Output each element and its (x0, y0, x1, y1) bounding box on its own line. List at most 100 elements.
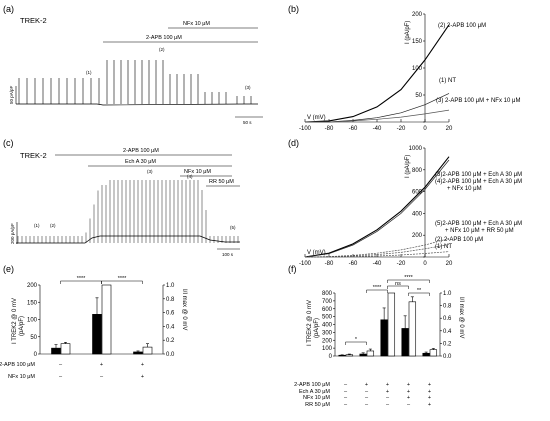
panel-d-series-line (304, 156, 450, 258)
panel-b-xtick-label: -60 (349, 126, 358, 132)
panel-e-ytick-left-label: 0 (34, 352, 38, 358)
panel-e-bar (92, 314, 102, 355)
panel-f-error-bar (410, 296, 414, 302)
panel-f-condition-sign: + (386, 389, 389, 395)
panel-d-chart: -100 -80 -60 -40 -20 0 20 200 400 600 800 1000 V (mV… (299, 146, 522, 267)
panel-f-condition-row-label: RR 50 μM (305, 402, 330, 408)
panel-f-ytick-left-label: 500 (322, 315, 333, 321)
panel-d-series-line (304, 251, 450, 258)
panel-f-significance-label: ns (395, 281, 401, 287)
panel-d-ytick-label: 600 (412, 190, 423, 196)
panel-f-significance-bracket (387, 285, 409, 289)
panel-e-condition-row-label: 2-APB 100 μM (0, 362, 35, 368)
panel-f-condition-sign: + (386, 382, 389, 388)
panel-label-c: (c) (3, 138, 14, 148)
panel-d-xtick-label: 0 (423, 261, 427, 267)
panel-f-condition-row-label: NFx 10 μM (303, 395, 330, 401)
panel-f-ytick-right-label: 0.8 (443, 304, 452, 310)
panel-f-error-bar (361, 352, 365, 355)
panel-f-ytick-left-label: 100 (322, 346, 333, 352)
panel-b-xtick-label: -80 (325, 126, 334, 132)
panel-d-ylabel: I (pA/pF) (405, 155, 411, 178)
panel-f-ytick-left-label: 700 (322, 299, 333, 305)
panel-c-marker-5: (5) (230, 225, 236, 230)
panel-f-ytick-right-label: 0.2 (443, 341, 452, 347)
panel-c-trace (16, 180, 240, 244)
panel-f-condition-sign: – (344, 389, 348, 395)
panel-e-error-bar (136, 350, 140, 352)
panel-f-bar (345, 354, 354, 357)
panel-f-significance-label: **** (373, 285, 382, 291)
panel-d-series-label: (2) 2-APB 100 μM (435, 237, 483, 243)
panel-f-condition-sign: + (428, 395, 431, 401)
panel-d-xtick-label: -80 (325, 261, 334, 267)
panel-e-condition-sign: – (59, 374, 63, 380)
panel-label-e: (e) (3, 264, 14, 274)
panel-f-ylabel-right: I/I max @ 0 mV (458, 297, 464, 338)
panel-f-ytick-right-label: 0.6 (443, 316, 452, 322)
panel-a-trace (16, 60, 258, 106)
panel-a-2apb-label: 2-APB 100 μM (146, 35, 182, 41)
panel-d-ytick-label: 1000 (409, 146, 423, 152)
panel-c-scale-x-label: 100 s (222, 252, 234, 257)
panel-e-condition-sign: – (59, 362, 63, 368)
panel-f-ytick-left-label: 0 (329, 354, 333, 360)
panel-d-ytick-label: 400 (412, 211, 423, 217)
panel-a-pulses (18, 60, 252, 104)
panel-f-condition-sign: + (428, 389, 431, 395)
panel-a-marker-3: (3) (245, 85, 251, 90)
panel-f-ytick-right-label: 0.0 (443, 354, 452, 360)
panel-e-significance-label: **** (118, 276, 127, 282)
panel-e-error-bar (64, 341, 67, 344)
panel-e-ytick-left-label: 150 (27, 300, 38, 306)
panel-b-xtick-label: -100 (299, 126, 312, 132)
panel-f-error-bar (424, 351, 428, 354)
panel-e-condition-sign: + (141, 374, 144, 380)
panel-e-error-bar (146, 343, 149, 348)
panel-c-marker-1: (1) (34, 223, 40, 228)
panel-c-pulses (17, 180, 239, 243)
panel-e-condition-sign: – (100, 374, 104, 380)
panel-f-condition-sign: – (344, 395, 348, 401)
panel-d-xtick-label: 20 (446, 261, 453, 267)
panel-e-condition-row-label: NFx 10 μM (8, 374, 35, 380)
panel-label-b: (b) (288, 4, 299, 14)
panel-a-scale-y-label: 50 pA/pF (9, 85, 14, 104)
panel-f-error-bar (382, 307, 386, 320)
panel-b-xtick-label: 0 (423, 126, 427, 132)
panel-c-marker-4: (4) (187, 174, 193, 179)
panel-c-scale-y-label: 200 pA/pF (10, 223, 15, 244)
panel-e-ytick-right-label: 0.2 (166, 338, 175, 344)
panel-f-condition-sign: – (365, 389, 369, 395)
panel-f-error-bar (347, 353, 351, 355)
panel-f-significance-bracket (387, 279, 430, 283)
panel-f-error-bar (368, 348, 372, 351)
panel-d-xtick-label: -20 (397, 261, 406, 267)
panel-c-marker-2: (2) (50, 223, 56, 228)
panel-e-ytick-left-label: 200 (27, 283, 38, 289)
panel-c-marker-3: (3) (147, 169, 153, 174)
panel-f-error-bar (431, 348, 435, 350)
panel-f-bar (408, 301, 417, 357)
panel-d-xtick-label: -40 (373, 261, 382, 267)
panel-f-condition-sign: – (407, 402, 411, 408)
panel-b-ytick-label: 150 (412, 39, 423, 45)
panel-e-ytick-right-label: 1.0 (166, 283, 175, 289)
panel-b-series-label: (2) 2-APB 100 μM (438, 23, 486, 29)
panel-f-condition-sign: + (407, 395, 410, 401)
panel-e: (e) 0 50 100 150 200 0.0 0.2 0.4 0.6 0.8 1.0 I TREK… (0, 264, 187, 380)
panel-f-ytick-left-label: 600 (322, 307, 333, 313)
panel-e-bar (142, 346, 153, 355)
panel-e-significance-label: **** (77, 276, 86, 282)
panel-f-error-bar (403, 315, 407, 329)
panel-e-bar (51, 347, 61, 355)
panel-d-xtick-label: -60 (349, 261, 358, 267)
panel-e-bar (133, 351, 143, 355)
panel-f-condition-row-label: 2-APB 100 μM (294, 382, 330, 388)
panel-f-ytick-left-label: 300 (322, 330, 333, 336)
panel-e-ylabel-right: I/I max @ 0 mV (181, 289, 187, 330)
